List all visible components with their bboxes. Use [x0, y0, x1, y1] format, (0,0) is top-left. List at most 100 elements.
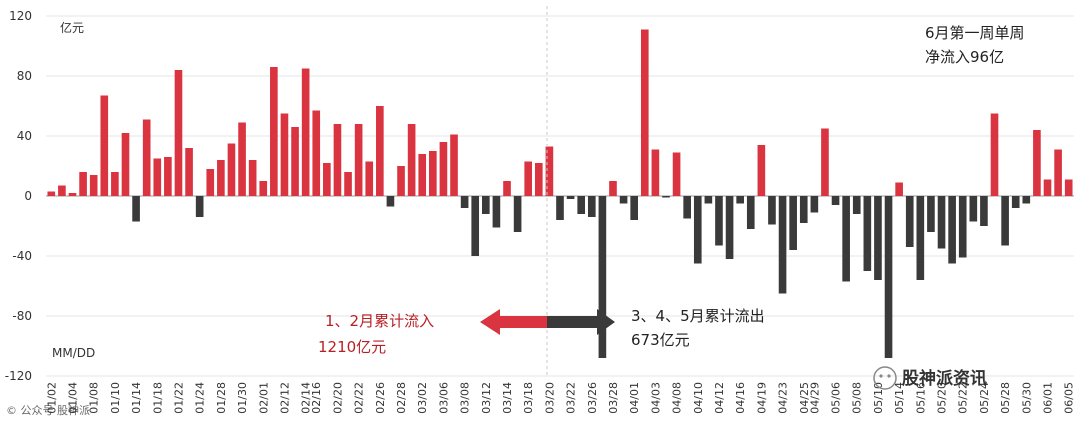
- bar: [333, 124, 342, 196]
- bar: [534, 163, 543, 196]
- y-tick-label: 0: [24, 189, 32, 203]
- x-tick-label: 01/24: [194, 382, 207, 414]
- bar: [980, 196, 988, 226]
- x-tick-label: 02/28: [395, 382, 408, 414]
- x-tick-label: 06/05: [1063, 382, 1076, 414]
- watermark-right-text: 股神派资讯: [902, 368, 987, 389]
- annotation-outflow-line2: 673亿元: [631, 331, 690, 349]
- x-tick-label: 02/01: [257, 382, 270, 414]
- bar: [323, 163, 331, 196]
- bar: [556, 196, 564, 220]
- x-tick-label: 03/02: [416, 382, 429, 414]
- y-tick-label: 120: [9, 9, 32, 23]
- bar: [1064, 179, 1073, 196]
- x-tick-label: 05/08: [851, 382, 864, 414]
- x-tick-label: 04/19: [755, 382, 768, 414]
- bar: [195, 196, 204, 217]
- bar: [301, 68, 310, 196]
- x-tick-label: 01/22: [173, 382, 186, 414]
- x-tick-label: 03/28: [607, 382, 620, 414]
- bar: [429, 151, 437, 196]
- bar: [217, 160, 225, 196]
- bar: [1001, 196, 1009, 246]
- x-tick-label: 03/06: [437, 382, 450, 414]
- bar: [270, 67, 278, 196]
- x-tick-label: 01/08: [88, 382, 101, 414]
- bar: [1054, 149, 1062, 196]
- bar: [799, 196, 808, 223]
- x-tick-label: 01/02: [45, 382, 58, 414]
- bar: [736, 196, 744, 204]
- bar: [164, 157, 172, 196]
- x-tick-label: 05/10: [872, 382, 885, 414]
- bar: [821, 128, 829, 196]
- bar: [439, 142, 448, 196]
- x-tick-label: 05/30: [1020, 382, 1033, 414]
- bar: [905, 196, 914, 247]
- wechat-icon: [873, 366, 897, 390]
- bar: [768, 196, 776, 225]
- x-tick-label: 01/28: [215, 382, 228, 414]
- annotation-inflow-line1: 1、2月累计流入: [325, 312, 434, 330]
- bar: [206, 169, 215, 196]
- y-tick-label: 40: [17, 129, 32, 143]
- unit-label: 亿元: [60, 20, 84, 35]
- bar: [874, 196, 882, 280]
- bar: [810, 196, 819, 213]
- bar: [895, 182, 903, 196]
- x-tick-label: 02/22: [353, 382, 366, 414]
- bar: [852, 196, 861, 214]
- y-tick-label: -80: [12, 309, 32, 323]
- x-tick-label: 04/23: [777, 382, 790, 414]
- x-tick-label: 04/08: [671, 382, 684, 414]
- bar: [566, 196, 575, 199]
- x-tick-label: 03/14: [501, 382, 514, 414]
- watermark-left: © 公众号 股神派: [6, 403, 90, 417]
- x-tick-label: 05/22: [957, 382, 970, 414]
- bar: [280, 113, 289, 196]
- bar: [248, 160, 257, 196]
- bar: [693, 196, 702, 264]
- bar: [715, 196, 723, 246]
- x-tick-label: 03/08: [459, 382, 472, 414]
- bar: [482, 196, 490, 214]
- bar: [598, 196, 607, 358]
- bar: [587, 196, 596, 217]
- bar: [662, 196, 670, 198]
- x-tick-label: 02/16: [310, 382, 323, 414]
- x-tick-label: 03/20: [543, 382, 556, 414]
- x-tick-label: 02/14: [300, 382, 313, 414]
- bar: [831, 196, 840, 205]
- x-tick-label: 02/20: [331, 382, 344, 414]
- x-tick-label: 04/03: [649, 382, 662, 414]
- x-tick-label: 05/14: [893, 382, 906, 414]
- bar: [958, 196, 967, 258]
- bar: [619, 196, 628, 204]
- bar: [47, 191, 56, 196]
- bar: [640, 29, 649, 196]
- bar: [672, 152, 681, 196]
- x-tick-label: 01/10: [109, 382, 122, 414]
- x-axis-title: MM/DD: [52, 346, 95, 360]
- bar: [746, 196, 755, 229]
- bar: [492, 196, 501, 228]
- x-tick-label: 04/12: [713, 382, 726, 414]
- wechat-icon-eye-right: [887, 374, 891, 378]
- bar: [513, 196, 522, 232]
- bar: [291, 127, 299, 196]
- bar: [990, 113, 999, 196]
- x-tick-label: 02/26: [374, 382, 387, 414]
- inflow-arrow: [480, 309, 548, 335]
- x-tick-label: 04/16: [734, 382, 747, 414]
- bar: [683, 196, 691, 219]
- x-tick-label: 01/30: [236, 382, 249, 414]
- x-tick-label: 05/20: [936, 382, 949, 414]
- bar: [89, 175, 98, 196]
- x-axis-ticks: 01/02 01/04 01/08 01/10 01/14 01/18 01/22 01/24…: [45, 382, 1075, 414]
- x-tick-label: 03/26: [586, 382, 599, 414]
- bar: [397, 166, 405, 196]
- bar: [630, 196, 638, 220]
- bar: [842, 196, 850, 282]
- bar: [418, 154, 427, 196]
